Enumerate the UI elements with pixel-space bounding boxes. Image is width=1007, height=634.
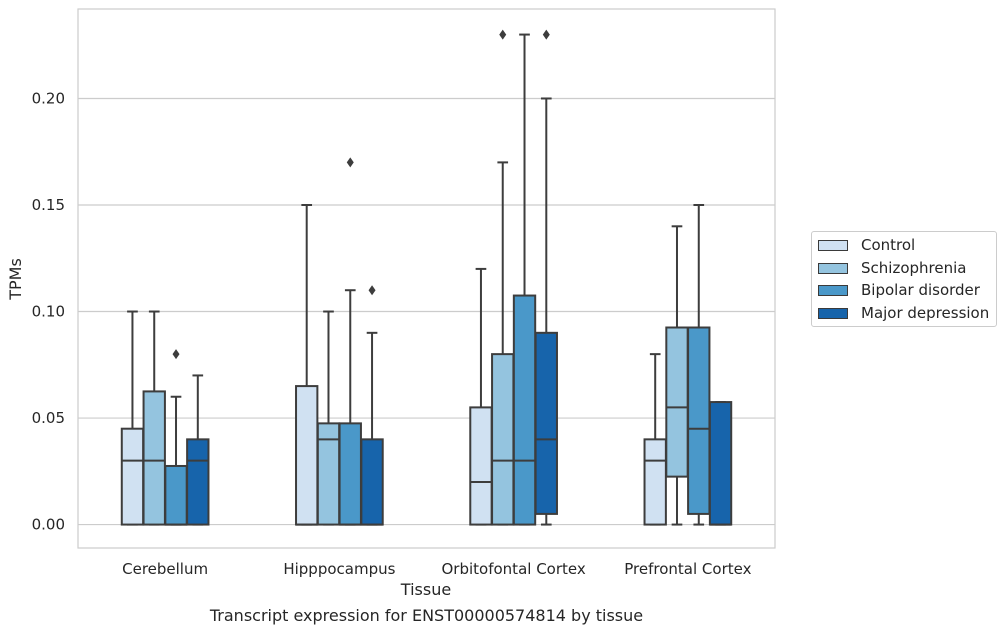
x-tick-label: Orbitofontal Cortex bbox=[442, 560, 586, 578]
box-iqr bbox=[338, 422, 362, 526]
x-tick-labels: Cerebellum Hipppocampus Orbitofontal Corte… bbox=[122, 560, 751, 578]
x-tick-label: Cerebellum bbox=[122, 560, 208, 578]
box-iqr bbox=[164, 464, 188, 526]
box-iqr bbox=[687, 326, 711, 515]
y-tick-label: 0.00 bbox=[32, 516, 65, 534]
box-bipolar-disorder bbox=[512, 33, 537, 526]
legend: Control Schizophrenia Bipolar disorder M… bbox=[811, 231, 997, 327]
box-control bbox=[295, 204, 319, 526]
box-iqr bbox=[665, 326, 689, 478]
legend-item-schizophrenia: Schizophrenia bbox=[818, 257, 966, 279]
box-control bbox=[643, 353, 667, 526]
legend-swatch bbox=[818, 307, 848, 319]
outlier-point bbox=[346, 157, 354, 168]
box-control bbox=[469, 267, 493, 526]
box-bipolar-disorder bbox=[164, 349, 188, 526]
y-tick-label: 0.15 bbox=[32, 196, 65, 214]
box-bipolar-disorder bbox=[687, 204, 711, 526]
box-iqr bbox=[469, 406, 493, 526]
legend-label: Major depression bbox=[861, 304, 990, 322]
x-tick-label: Prefrontal Cortex bbox=[624, 560, 751, 578]
y-tick-label: 0.05 bbox=[32, 409, 65, 427]
legend-item-control: Control bbox=[818, 234, 915, 256]
box-major-depression bbox=[360, 285, 384, 526]
box-iqr bbox=[295, 385, 319, 526]
figure-caption: Transcript expression for ENST0000057481… bbox=[209, 606, 644, 625]
legend-swatch bbox=[818, 284, 848, 296]
x-tick-label: Hipppocampus bbox=[283, 560, 395, 578]
x-axis-label: Tissue bbox=[400, 580, 451, 599]
box-iqr bbox=[491, 353, 515, 526]
outlier-point bbox=[172, 349, 180, 360]
box-iqr bbox=[512, 294, 537, 526]
box-iqr bbox=[534, 331, 558, 515]
box-schizophrenia bbox=[665, 225, 689, 526]
box-iqr bbox=[708, 401, 733, 526]
plot-frame bbox=[77, 8, 776, 549]
box-iqr bbox=[142, 390, 166, 526]
y-tick-label: 0.10 bbox=[32, 303, 65, 321]
y-tick-label: 0.20 bbox=[32, 89, 65, 107]
box-iqr bbox=[643, 438, 667, 526]
box-bipolar-disorder bbox=[338, 157, 362, 526]
y-tick-labels: 0.00 0.05 0.10 0.15 0.20 bbox=[32, 89, 65, 533]
outlier-point bbox=[542, 29, 550, 40]
outlier-point bbox=[499, 29, 507, 40]
box-major-depression bbox=[708, 401, 733, 526]
box-schizophrenia bbox=[491, 29, 515, 526]
y-axis-label: TPMs bbox=[6, 258, 25, 301]
legend-label: Bipolar disorder bbox=[861, 281, 980, 299]
boxes bbox=[120, 29, 733, 526]
legend-item-bipolar-disorder: Bipolar disorder bbox=[818, 279, 980, 301]
legend-swatch bbox=[818, 262, 848, 274]
legend-item-major-depression: Major depression bbox=[818, 302, 989, 324]
box-iqr bbox=[120, 427, 145, 526]
box-major-depression bbox=[186, 374, 210, 526]
box-schizophrenia bbox=[142, 310, 166, 526]
legend-label: Control bbox=[861, 236, 916, 254]
box-iqr bbox=[360, 438, 384, 526]
legend-swatch bbox=[818, 239, 848, 251]
outlier-point bbox=[368, 285, 376, 296]
legend-label: Schizophrenia bbox=[861, 259, 967, 277]
box-iqr bbox=[186, 438, 210, 526]
box-major-depression bbox=[534, 29, 558, 526]
